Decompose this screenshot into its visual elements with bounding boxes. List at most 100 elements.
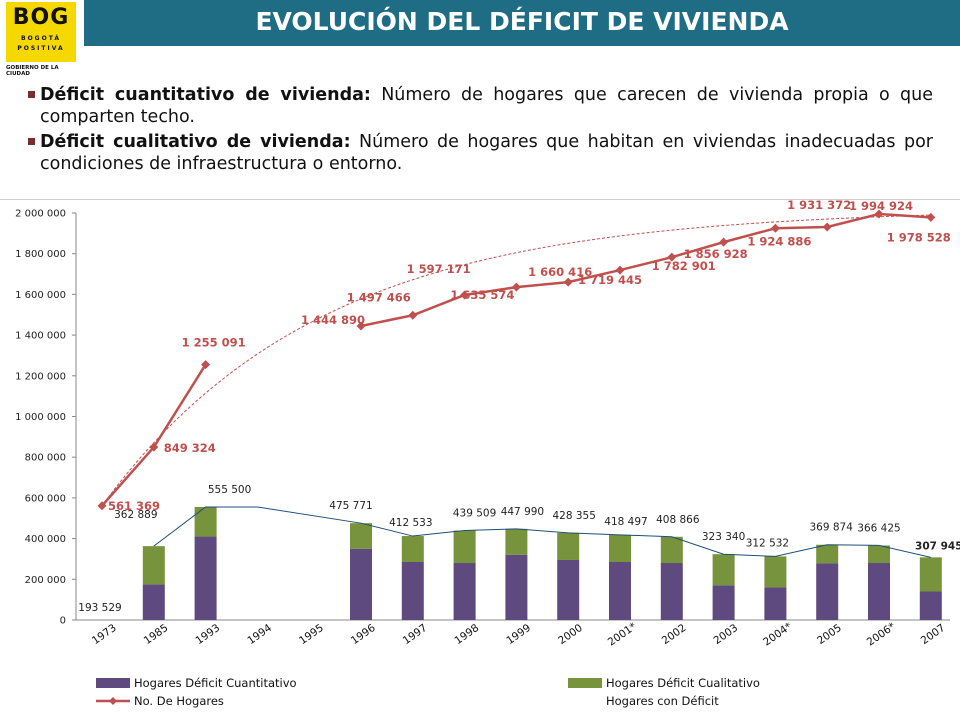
hogares-point-marker <box>719 237 729 247</box>
definition-cuantitativo: Déficit cuantitativo de vivienda: Número… <box>28 84 933 128</box>
hogares-point-marker <box>926 212 936 222</box>
logo-box: BOG BOGOTÁ POSITIVA <box>6 2 76 62</box>
bar-cualitativo <box>505 528 528 555</box>
bogota-logo: BOG BOGOTÁ POSITIVA GOBIERNO DE LA CIUDA… <box>6 2 76 77</box>
hogares-data-label: 1 978 528 <box>887 230 951 244</box>
hogares-point-marker <box>356 321 366 331</box>
hogares-data-label: 1 924 886 <box>747 234 811 248</box>
deficit-data-label: 408 866 <box>656 514 700 526</box>
deficit-data-label: 323 340 <box>702 531 745 543</box>
y-tick-label: 600 000 <box>25 493 66 504</box>
hogares-point-marker <box>822 222 832 232</box>
y-tick-label: 2 000 000 <box>15 209 66 220</box>
bar-cualitativo <box>816 544 839 564</box>
x-tick-label: 1993 <box>193 622 222 647</box>
bar-cualitativo <box>712 554 735 586</box>
deficit-data-label: 369 874 <box>809 522 853 534</box>
definition-term: Déficit cualitativo de vivienda: <box>40 132 351 152</box>
logo-sub2: POSITIVA <box>17 45 65 52</box>
title-bar: EVOLUCIÓN DEL DÉFICIT DE VIVIENDA <box>84 0 960 46</box>
line-no-de-hogares <box>360 212 931 328</box>
legend-swatch <box>96 678 130 688</box>
bar-cualitativo <box>609 534 631 563</box>
deficit-data-label: 193 529 <box>78 602 121 614</box>
deficit-data-label: 447 990 <box>501 506 544 518</box>
y-tick-label: 1 800 000 <box>15 249 66 260</box>
trendline-hogares <box>101 214 931 507</box>
bar-cuantitativo <box>868 563 890 620</box>
x-tick-label: 2002 <box>660 622 689 647</box>
x-tick-label: 1985 <box>142 622 171 647</box>
bar-cualitativo <box>557 532 580 560</box>
logo-sub1: BOGOTÁ <box>21 35 61 42</box>
bar-cualitativo <box>919 557 942 592</box>
bar-cuantitativo <box>505 554 528 620</box>
y-tick-label: 400 000 <box>25 534 66 545</box>
hogares-point-marker <box>201 360 211 370</box>
hogares-point-marker <box>149 442 159 452</box>
bar-cuantitativo <box>350 548 372 620</box>
x-tick-label: 1973 <box>90 622 119 647</box>
deficit-data-label: 307 945 <box>915 540 960 552</box>
bar-cualitativo <box>764 556 787 588</box>
x-tick-label: 2007 <box>919 622 948 647</box>
bar-cuantitativo <box>609 562 631 620</box>
y-tick-label: 800 000 <box>25 453 66 464</box>
bar-cuantitativo <box>764 587 787 620</box>
deficit-data-label: 366 425 <box>857 522 900 534</box>
housing-deficit-chart: 0 200 000 400 000 600 000 800 000 1 000 000 1 … <box>15 198 960 708</box>
hogares-point-marker <box>874 209 884 219</box>
bar-cuantitativo <box>453 563 476 620</box>
hogares-data-label: 1 856 928 <box>684 247 748 261</box>
deficit-data-label: 555 500 <box>208 484 251 496</box>
y-tick-label: 1 000 000 <box>15 412 66 423</box>
definition-term: Déficit cuantitativo de vivienda: <box>40 85 371 105</box>
x-tick-label: 1996 <box>349 622 378 647</box>
x-tick-label: 2006* <box>865 620 898 648</box>
hogares-data-label: 1 782 901 <box>652 259 716 273</box>
x-tick-label: 2003 <box>711 622 740 647</box>
hogares-data-label: 1 444 890 <box>301 313 365 327</box>
hogares-point-marker <box>563 277 573 287</box>
hogares-data-label: 561 369 <box>108 499 160 513</box>
x-tick-label: 1998 <box>452 622 481 647</box>
x-tick-label: 2004* <box>761 620 794 648</box>
hogares-data-label: 1 497 466 <box>347 290 411 304</box>
page-title: EVOLUCIÓN DEL DÉFICIT DE VIVIENDA <box>255 7 789 36</box>
x-tick-label: 2001* <box>606 620 639 648</box>
y-tick-label: 0 <box>60 616 66 627</box>
legend-label: Hogares con Déficit <box>606 694 719 708</box>
bar-cualitativo <box>453 530 476 564</box>
legend-label: No. De Hogares <box>134 694 224 708</box>
deficit-data-label: 439 509 <box>453 508 496 520</box>
y-tick-label: 1 600 000 <box>15 290 66 301</box>
deficit-data-label: 412 533 <box>389 517 432 529</box>
y-tick-label: 1 400 000 <box>15 331 66 342</box>
deficit-data-label: 362 889 <box>114 509 157 521</box>
bar-cualitativo <box>868 545 890 564</box>
bar-cuantitativo <box>919 591 942 620</box>
deficit-data-label: 475 771 <box>329 500 372 512</box>
hogares-data-label: 1 931 372 <box>787 200 851 212</box>
hogares-point-marker <box>408 310 418 320</box>
hogares-point-marker <box>511 282 521 292</box>
hogares-point-marker <box>615 265 625 275</box>
hogares-data-label: 849 324 <box>164 441 216 455</box>
logo-text: BOG <box>12 5 70 30</box>
hogares-data-label: 1 635 574 <box>450 288 514 302</box>
bar-cuantitativo <box>816 563 839 620</box>
definitions-list: Déficit cuantitativo de vivienda: Número… <box>28 84 933 178</box>
y-tick-label: 200 000 <box>25 575 66 586</box>
x-tick-label: 1995 <box>297 622 326 647</box>
x-tick-label: 2000 <box>556 622 585 647</box>
deficit-data-label: 312 532 <box>746 537 789 549</box>
bar-cuantitativo <box>712 585 735 620</box>
hogares-point-marker <box>97 501 107 511</box>
hogares-data-label: 1 597 171 <box>407 262 471 276</box>
chart-frame: 0 200 000 400 000 600 000 800 000 1 000 000 1 … <box>0 198 960 721</box>
definition-text: Número de hogares que habitan en viviend… <box>40 132 933 174</box>
bar-cuantitativo <box>401 562 424 620</box>
hogares-data-label: 1 255 091 <box>182 336 246 350</box>
hogares-point-marker <box>667 252 677 262</box>
bar-cuantitativo <box>142 584 165 620</box>
